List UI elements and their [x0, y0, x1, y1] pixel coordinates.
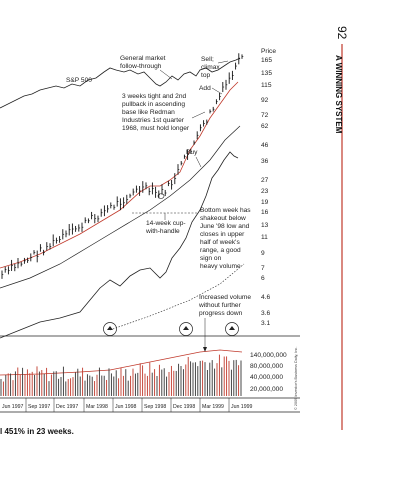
annotation-sell-climax: Sell; climax top	[201, 56, 229, 79]
annotation-line: Bottom week has	[200, 207, 251, 214]
annotation-line: base like Redman	[122, 109, 175, 116]
price-bars	[1, 53, 244, 279]
annotation-line: without further	[198, 302, 242, 309]
price-tick-label: 23	[261, 188, 269, 195]
moving-average-long	[0, 125, 241, 289]
price-tick-label: 9	[261, 250, 265, 257]
annotation-line: 1968, must hold longer	[122, 125, 190, 132]
annotation-line: range, a good	[200, 247, 241, 254]
annotation-line: top	[201, 72, 210, 79]
annotation-line: with-handle	[145, 228, 180, 235]
price-tick-label: 135	[261, 70, 272, 77]
annotation-line: 14-week cup-	[146, 220, 186, 227]
date-label: Sep 1997	[28, 404, 50, 410]
earnings-markers	[103, 322, 239, 336]
sp500-line	[0, 57, 241, 109]
price-axis: 165 135 115 92 72 62 46 36 27 23 19 16 13 11 9 7 6 4.6 3.6…	[261, 57, 272, 327]
price-tick-label: 115	[261, 82, 272, 89]
annotation-line: progress down	[199, 310, 243, 317]
annotation-three-weeks-tight: 3 weeks tight and 2nd pullback in ascend…	[122, 93, 206, 132]
price-tick-label: 19	[261, 199, 269, 206]
date-label: Jun 1999	[231, 404, 252, 410]
price-tick-label: 7	[261, 265, 265, 272]
annotation-line: June '98 low and	[200, 223, 250, 230]
arrow-up-icon	[107, 326, 113, 330]
price-tick-label: 165	[261, 57, 272, 64]
earnings-marker	[103, 322, 117, 336]
annotation-buy: Buy	[186, 149, 202, 168]
annotation-line: closes in upper	[200, 231, 245, 238]
annotation-line: heavy volume	[200, 263, 241, 270]
date-label: Jun 1998	[115, 404, 136, 410]
price-axis-label: Price	[261, 48, 276, 55]
page-number: 92	[335, 26, 349, 40]
annotation-line: shakeout below	[200, 215, 246, 222]
annotation-line: Buy	[186, 149, 198, 156]
annotation-line: half of week's	[200, 239, 240, 246]
running-head: A WINNING SYSTEM	[334, 55, 343, 134]
price-tick-label: 46	[261, 142, 269, 149]
annotation-line: General market	[120, 55, 166, 62]
date-axis: Jun 1997 Sep 1997 Dec 1997 Mar 1998 Jun 1998…	[2, 398, 252, 412]
price-tick-label: 36	[261, 158, 269, 165]
price-tick-label: 3.1	[261, 320, 270, 327]
price-tick-label: 92	[261, 97, 269, 104]
figure-caption: l 451% in 23 weeks.	[0, 427, 74, 436]
date-label: Mar 1999	[202, 404, 224, 410]
volume-tick-label: 40,000,000	[250, 374, 283, 381]
date-label: Sep 1998	[144, 404, 166, 410]
price-tick-label: 4.6	[261, 294, 270, 301]
price-tick-label: 16	[261, 209, 269, 216]
annotation-line: Sell;	[201, 56, 214, 63]
volume-tick-label: 80,000,000	[250, 363, 283, 370]
series-label-sp500: S&P 500	[66, 77, 92, 84]
earnings-marker	[225, 322, 239, 336]
annotation-add: Add	[199, 85, 223, 95]
annotation-line: Increased volume	[199, 294, 251, 301]
volume-bars	[0, 354, 242, 396]
annotation-line: sign on	[200, 255, 222, 262]
price-tick-label: 13	[261, 222, 269, 229]
copyright-text: © 2009 Investor's Business Daily, Inc.	[294, 347, 298, 410]
arrow-up-icon	[183, 326, 189, 330]
annotation-line: 3 weeks tight and 2nd	[122, 93, 186, 100]
annotation-bottom-week: Bottom week has shakeout below June '98 …	[200, 207, 251, 270]
arrow-up-icon	[229, 326, 235, 330]
annotation-line: follow-through	[120, 63, 162, 70]
annotation-cup-with-handle: 14-week cup- with-handle	[132, 193, 198, 235]
moving-average-short	[0, 81, 239, 269]
date-label: Jun 1997	[2, 404, 23, 410]
earnings-marker	[179, 322, 193, 336]
annotation-line: pullback in ascending	[122, 101, 185, 108]
relative-strength-line	[0, 151, 239, 339]
volume-tick-label: 140,000,000	[250, 352, 287, 359]
volume-trend-line	[109, 263, 245, 331]
annotation-line: climax	[201, 64, 220, 71]
annotation-general-market: General market follow-through	[120, 55, 173, 80]
price-tick-label: 11	[261, 234, 268, 241]
price-tick-label: 27	[261, 177, 269, 184]
annotation-line: Add	[199, 85, 211, 92]
date-label: Dec 1997	[56, 404, 78, 410]
annotation-increased-volume: Increased volume without further progres…	[198, 294, 251, 352]
volume-axis: 140,000,000 80,000,000 40,000,000 20,000,00…	[250, 352, 287, 393]
date-label: Dec 1998	[173, 404, 195, 410]
date-label: Mar 1998	[86, 404, 108, 410]
price-tick-label: 6	[261, 275, 265, 282]
price-tick-label: 3.6	[261, 310, 270, 317]
price-tick-label: 72	[261, 112, 269, 119]
price-tick-label: 62	[261, 123, 269, 130]
annotation-line: Industries 1st quarter	[122, 117, 185, 124]
volume-tick-label: 20,000,000	[250, 386, 283, 393]
